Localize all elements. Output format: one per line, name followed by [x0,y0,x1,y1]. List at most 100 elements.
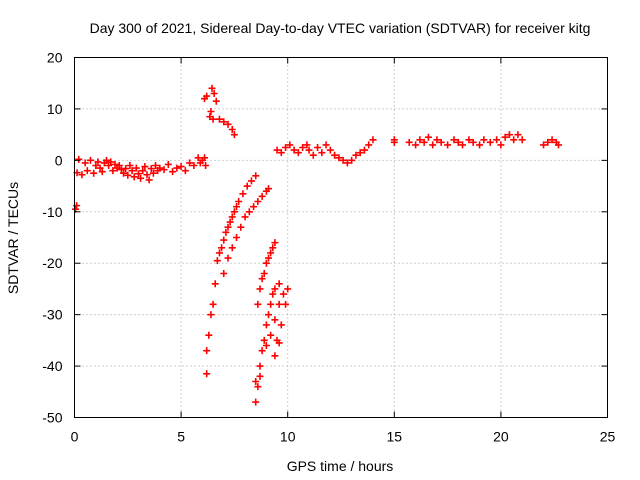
y-tick-label: 20 [47,50,63,66]
data-point [130,173,138,181]
data-point [469,138,477,146]
data-point [262,321,270,329]
data-point [309,151,317,159]
data-point [222,228,230,236]
data-point [416,136,424,144]
x-tick-label: 0 [71,429,79,445]
data-point [208,84,216,92]
x-tick-labels: 0 5 10 15 20 25 [71,429,616,445]
data-point [554,141,562,149]
data-point [209,115,217,123]
data-point [107,158,115,166]
data-point [235,198,243,205]
data-point [339,156,347,164]
data-point [190,162,198,169]
data-point [228,244,236,252]
data-points [72,84,562,406]
data-point [173,164,181,172]
data-point [128,167,136,175]
data-point [275,339,283,347]
data-point [252,398,260,406]
data-point [254,300,262,308]
data-point [420,138,428,146]
data-point [412,141,420,149]
data-point [109,167,117,175]
data-point [164,160,172,168]
data-point [356,149,364,157]
data-point [207,311,215,319]
data-point [365,141,373,149]
data-point [94,158,102,166]
data-point [210,90,218,97]
chart-title: Day 300 of 2021, Sidereal Day-to-day VTE… [90,20,591,36]
data-point [267,331,275,339]
data-point [215,115,223,123]
data-point [269,290,277,298]
data-point [186,159,194,167]
data-point [202,162,210,169]
y-tick-label: 10 [47,101,63,117]
data-point [237,223,245,231]
data-point [369,136,377,144]
data-point [228,126,236,133]
data-point [247,177,255,185]
data-point [258,192,266,200]
data-point [505,131,513,139]
data-point [115,162,123,169]
data-point [271,285,279,293]
data-point [548,136,556,144]
x-axis-label: GPS time / hours [287,458,394,474]
data-point [205,331,213,339]
data-point [262,259,270,267]
data-point [228,213,236,221]
data-point [194,154,202,162]
data-point [510,136,518,144]
data-point [213,257,221,265]
y-tick-labels: -50 -40 -30 -20 -10 0 10 20 [42,50,62,426]
data-point [271,352,279,360]
data-point [271,239,279,247]
data-point [256,362,264,370]
data-point [220,118,228,126]
data-point [132,164,140,172]
data-point [265,185,273,193]
data-point [290,146,298,154]
data-point [282,144,290,151]
data-point [83,167,91,175]
data-point [275,280,283,288]
data-point [258,275,266,283]
y-tick-label: -20 [42,255,62,271]
data-point [250,203,258,211]
data-point [299,144,307,151]
data-point [303,141,311,149]
data-point [256,372,264,380]
data-point [318,149,326,157]
data-point [252,172,260,180]
data-point [277,321,285,329]
data-point [254,383,262,391]
data-point [265,311,273,319]
data-point [326,146,334,154]
data-point [279,290,287,298]
data-point [540,141,548,149]
y-tick-label: -10 [42,204,62,220]
data-point [224,223,232,231]
data-point [156,164,164,172]
data-point [360,146,368,154]
data-point [444,141,452,149]
data-point [305,146,313,154]
data-point [265,254,273,262]
data-point [90,169,98,177]
data-point [275,300,283,308]
data-point [215,249,223,257]
data-point [497,141,505,149]
data-point [224,254,232,262]
data-point [105,162,113,169]
data-point [207,108,215,115]
data-point [122,165,130,173]
data-point [149,169,157,177]
data-point [480,136,488,144]
data-point [437,138,445,146]
data-point [111,160,119,168]
